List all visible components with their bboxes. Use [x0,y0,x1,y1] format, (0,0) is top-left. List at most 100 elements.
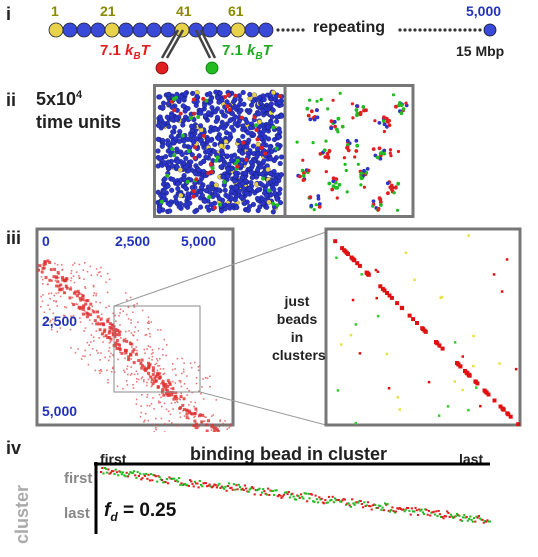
contact-point [52,318,54,321]
contact-point [124,351,128,355]
cluster-order-point [382,509,385,512]
cluster-order-point [399,508,402,510]
contact-point [102,323,105,327]
sparse-contact [385,352,389,356]
contact-point [77,306,81,310]
contact-point [110,323,113,326]
contact-point [159,372,162,374]
contact-point [171,387,175,391]
contact-point [151,366,155,370]
binder-bead [278,94,282,99]
contact-point [194,415,196,417]
free-binder [315,99,319,103]
contact-point [135,398,138,401]
cluster-order-point [374,504,377,506]
cluster-order-point [115,471,118,474]
free-binder [359,175,363,179]
polymer-bead [182,184,188,190]
cluster-order-point [231,488,234,491]
cluster-order-point [175,479,178,482]
contact-point [141,376,144,378]
cluster-order-point [132,470,136,473]
cluster-order-point [413,510,416,513]
contact-point [140,411,143,414]
contact-point [108,342,111,344]
cluster-order-point [259,493,262,496]
contact-point [222,422,225,425]
cluster-order-point [269,489,272,492]
free-binder [388,148,393,152]
polymer-bead [229,188,235,194]
contact-point [172,363,174,365]
cluster-order-point [453,515,456,518]
polymer-bead [235,137,241,144]
cluster-order-point [148,479,151,482]
contact-point [107,331,111,335]
cluster-order-point [306,500,309,503]
contact-point [53,294,55,297]
cluster-bead [355,113,359,118]
contact-point [129,374,132,376]
contact-point [170,422,173,424]
cluster-order-point [414,506,417,509]
cluster-order-point [307,492,310,495]
cluster-order-point [284,491,287,494]
polymer-bead [165,183,171,189]
polymer-bead [177,201,184,207]
contact-point [126,299,128,301]
cluster-order-point [296,494,299,497]
contact-point [126,384,129,386]
chain-bead [132,22,148,38]
contact-point [162,373,165,375]
contact-point [42,263,46,267]
contact-point [72,291,76,295]
binder-bead [191,97,196,102]
cluster-order-point [109,471,112,474]
cluster-bead [305,106,310,111]
polymer-bead [155,136,161,142]
contact-point [127,358,130,360]
contact-point [104,334,108,338]
contact-point [148,357,150,360]
polymer-bead [196,153,202,159]
polymer-bead [229,124,235,130]
polymer-bead [173,116,180,122]
contact-point [40,270,44,274]
contact-point [54,262,56,265]
cluster-order-point [197,486,200,489]
sparse-contact [396,396,399,399]
contact-point [146,384,148,387]
contact-point [154,379,158,383]
bead-number-last: 5,000 [466,3,502,19]
cluster-order-point [375,507,378,509]
polymer-bead [173,194,179,200]
contact-point [83,300,86,302]
cluster-order-point [276,495,279,498]
cluster-bead [308,195,313,199]
polymer-bead [254,195,261,202]
contact-point [150,353,153,355]
polymer-bead [155,148,161,154]
cluster-order-point [488,520,491,523]
contact-point [140,366,144,370]
cluster-order-point [134,474,137,477]
contact-point [185,408,189,412]
contact-point [154,363,156,366]
cluster-order-point [220,485,223,488]
cluster-order-point [293,498,296,501]
contact-point [115,346,118,349]
contact-point [170,402,173,404]
polymer-bead [163,154,169,160]
cluster-order-point [207,484,210,487]
polymer-bead [167,208,173,214]
cluster-order-point [178,477,181,480]
contact-point [96,274,99,276]
cluster-order-point [262,488,265,491]
bond-green-2 [199,29,217,59]
contact-point [53,300,55,302]
cluster-bead [388,185,393,190]
cluster-order-point [471,520,474,523]
polymer-bead [160,137,166,144]
contact-point [87,313,89,316]
contact-point [56,305,58,307]
